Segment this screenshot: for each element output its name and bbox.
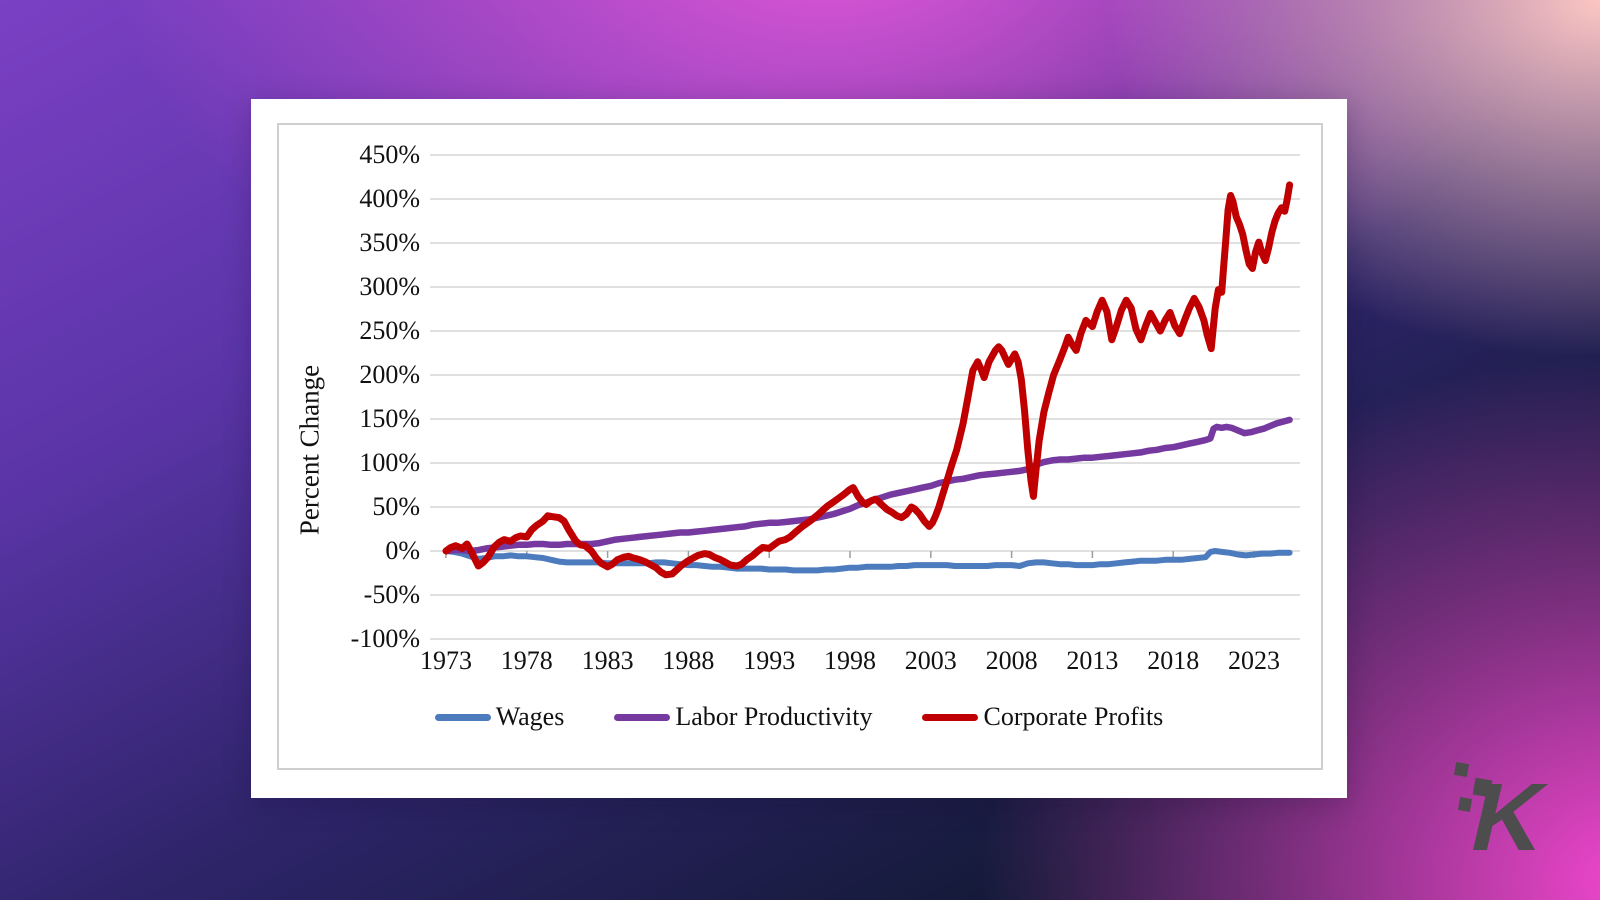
x-axis-tick-label: 2018 [1147,646,1200,675]
y-axis-tick-label: 100% [359,448,420,477]
chart-card: Percent Change 450% 400% 350% 300% 250% 200% 1… [251,99,1347,798]
legend-label-corporate-profits: Corporate Profits [983,702,1164,731]
y-axis-tick-label: 350% [359,228,420,257]
logo-pixel-icon [1453,761,1470,778]
y-axis-tick-label: 300% [359,272,420,301]
wages-line [443,548,1293,574]
y-axis-tick-label: 50% [372,492,420,521]
x-axis-tick-label: 1973 [420,646,472,675]
y-axis-tick-label: -50% [363,580,420,609]
chart-legend: Wages Labor Productivity Corporate Profi… [251,699,1347,735]
legend-entry-corporate-profits: Corporate Profits [922,702,1163,732]
x-axis-tick-label: 2008 [985,646,1038,675]
y-axis-tick-label: 200% [359,360,420,389]
y-axis-tick-label: 250% [359,316,420,345]
x-axis-tick-label: 1978 [500,646,553,675]
corporate-profits-line [442,181,1294,579]
line-chart [430,154,1300,640]
x-axis-tick-label: 2023 [1228,646,1280,675]
x-axis-tick-label: 1993 [743,646,796,675]
legend-entry-wages: Wages [434,702,565,732]
x-axis-tick-label: 2013 [1066,646,1119,675]
corporate-profits-line-swatch [922,713,979,721]
legend-entry-labor-productivity: Labor Productivity [614,702,872,732]
legend-label-wages: Wages [495,702,565,731]
y-axis-tick-label: -100% [350,624,420,653]
x-axis-tick-label: 1983 [581,646,634,675]
y-axis-tick-label: 0% [385,536,420,565]
knowtechie-logo: K [1430,740,1580,890]
y-axis-tick-label: 450% [359,140,420,169]
legend-label-labor-productivity: Labor Productivity [675,702,873,731]
wages-line-swatch [434,713,491,721]
x-axis-tick-label: 1988 [662,646,715,675]
y-axis-tick-label: 400% [359,184,420,213]
labor-productivity-line-swatch [614,713,671,721]
y-axis-tick-label: 150% [359,404,420,433]
chart-frame [277,123,1323,770]
labor-productivity-line [442,416,1293,555]
logo-pixel-icon [1457,797,1473,812]
x-axis-tick-label: 1998 [824,646,876,675]
x-axis-tick-label: 2003 [904,646,957,675]
